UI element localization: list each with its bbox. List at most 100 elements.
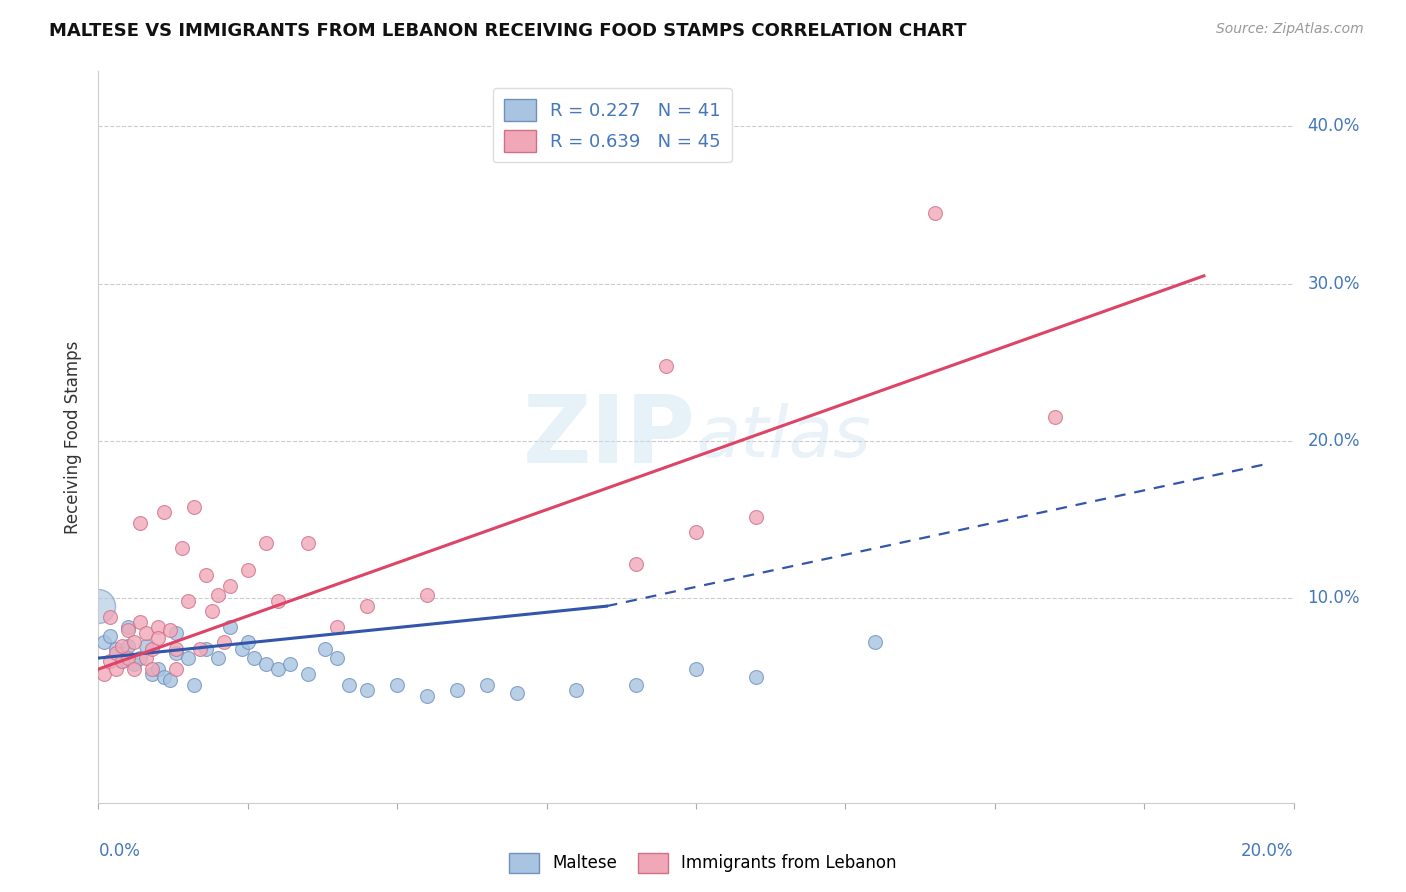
Text: ZIP: ZIP xyxy=(523,391,696,483)
Point xyxy=(117,623,139,637)
Point xyxy=(183,500,205,514)
Point xyxy=(207,651,229,665)
Point xyxy=(446,682,468,697)
Point xyxy=(685,662,707,676)
Point xyxy=(98,610,122,624)
Point xyxy=(124,657,146,672)
Point xyxy=(207,588,229,602)
Legend: Maltese, Immigrants from Lebanon: Maltese, Immigrants from Lebanon xyxy=(503,847,903,880)
Point xyxy=(111,654,134,668)
Text: 20.0%: 20.0% xyxy=(1308,432,1360,450)
Point xyxy=(98,654,122,668)
Point xyxy=(117,651,139,665)
Point xyxy=(385,678,409,692)
Point xyxy=(159,623,181,637)
Point xyxy=(626,678,648,692)
Point xyxy=(159,673,181,687)
Point xyxy=(124,635,146,649)
Point xyxy=(195,567,218,582)
Point xyxy=(188,641,211,656)
Point xyxy=(172,541,194,555)
Point xyxy=(685,525,707,540)
Point xyxy=(236,635,259,649)
Point xyxy=(219,579,242,593)
Point xyxy=(141,641,163,656)
Point xyxy=(135,651,157,665)
Point xyxy=(183,678,205,692)
Point xyxy=(243,651,266,665)
Point xyxy=(117,639,139,653)
Point xyxy=(267,662,290,676)
Point xyxy=(626,557,648,571)
Point xyxy=(339,678,361,692)
Point xyxy=(416,689,439,703)
Point xyxy=(153,505,176,519)
Point xyxy=(141,662,163,676)
Y-axis label: Receiving Food Stamps: Receiving Food Stamps xyxy=(65,341,83,533)
Point xyxy=(141,666,163,681)
Point xyxy=(111,639,134,653)
Point xyxy=(129,615,152,629)
Point xyxy=(165,662,187,676)
Text: MALTESE VS IMMIGRANTS FROM LEBANON RECEIVING FOOD STAMPS CORRELATION CHART: MALTESE VS IMMIGRANTS FROM LEBANON RECEI… xyxy=(49,22,967,40)
Point xyxy=(105,646,128,660)
Point xyxy=(219,619,242,633)
Point xyxy=(278,657,301,672)
Point xyxy=(924,206,946,220)
Point xyxy=(105,641,128,656)
Point xyxy=(165,646,187,660)
Point xyxy=(1043,410,1066,425)
Text: 0.0%: 0.0% xyxy=(98,842,141,860)
Point xyxy=(148,619,170,633)
Legend: R = 0.227   N = 41, R = 0.639   N = 45: R = 0.227 N = 41, R = 0.639 N = 45 xyxy=(492,87,733,162)
Point xyxy=(148,631,170,645)
Point xyxy=(326,619,349,633)
Point xyxy=(129,651,152,665)
Text: 20.0%: 20.0% xyxy=(1241,842,1294,860)
Point xyxy=(165,641,187,656)
Point xyxy=(506,686,529,700)
Point xyxy=(254,657,277,672)
Point xyxy=(177,651,200,665)
Point xyxy=(326,651,349,665)
Point xyxy=(297,666,319,681)
Text: Source: ZipAtlas.com: Source: ZipAtlas.com xyxy=(1216,22,1364,37)
Point xyxy=(475,678,498,692)
Point xyxy=(315,641,337,656)
Point xyxy=(356,682,378,697)
Text: 40.0%: 40.0% xyxy=(1308,118,1360,136)
Point xyxy=(93,635,115,649)
Point xyxy=(111,654,134,668)
Point xyxy=(195,641,218,656)
Point xyxy=(93,666,115,681)
Text: 10.0%: 10.0% xyxy=(1308,590,1360,607)
Point xyxy=(865,635,887,649)
Point xyxy=(124,662,146,676)
Point xyxy=(105,662,128,676)
Point xyxy=(231,641,253,656)
Point xyxy=(356,599,378,614)
Text: atlas: atlas xyxy=(696,402,870,472)
Point xyxy=(201,604,224,618)
Point xyxy=(165,626,187,640)
Point xyxy=(745,670,768,684)
Point xyxy=(254,536,277,550)
Point xyxy=(135,626,157,640)
Point xyxy=(212,635,235,649)
Point xyxy=(87,599,110,614)
Point xyxy=(416,588,439,602)
Point xyxy=(177,594,200,608)
Point xyxy=(117,619,139,633)
Point xyxy=(135,639,157,653)
Point xyxy=(745,509,768,524)
Point xyxy=(153,670,176,684)
Point xyxy=(297,536,319,550)
Point xyxy=(236,563,259,577)
Point xyxy=(565,682,588,697)
Text: 30.0%: 30.0% xyxy=(1308,275,1360,293)
Point xyxy=(129,516,152,530)
Point xyxy=(98,629,122,643)
Point xyxy=(267,594,290,608)
Point xyxy=(148,662,170,676)
Point xyxy=(655,359,678,373)
